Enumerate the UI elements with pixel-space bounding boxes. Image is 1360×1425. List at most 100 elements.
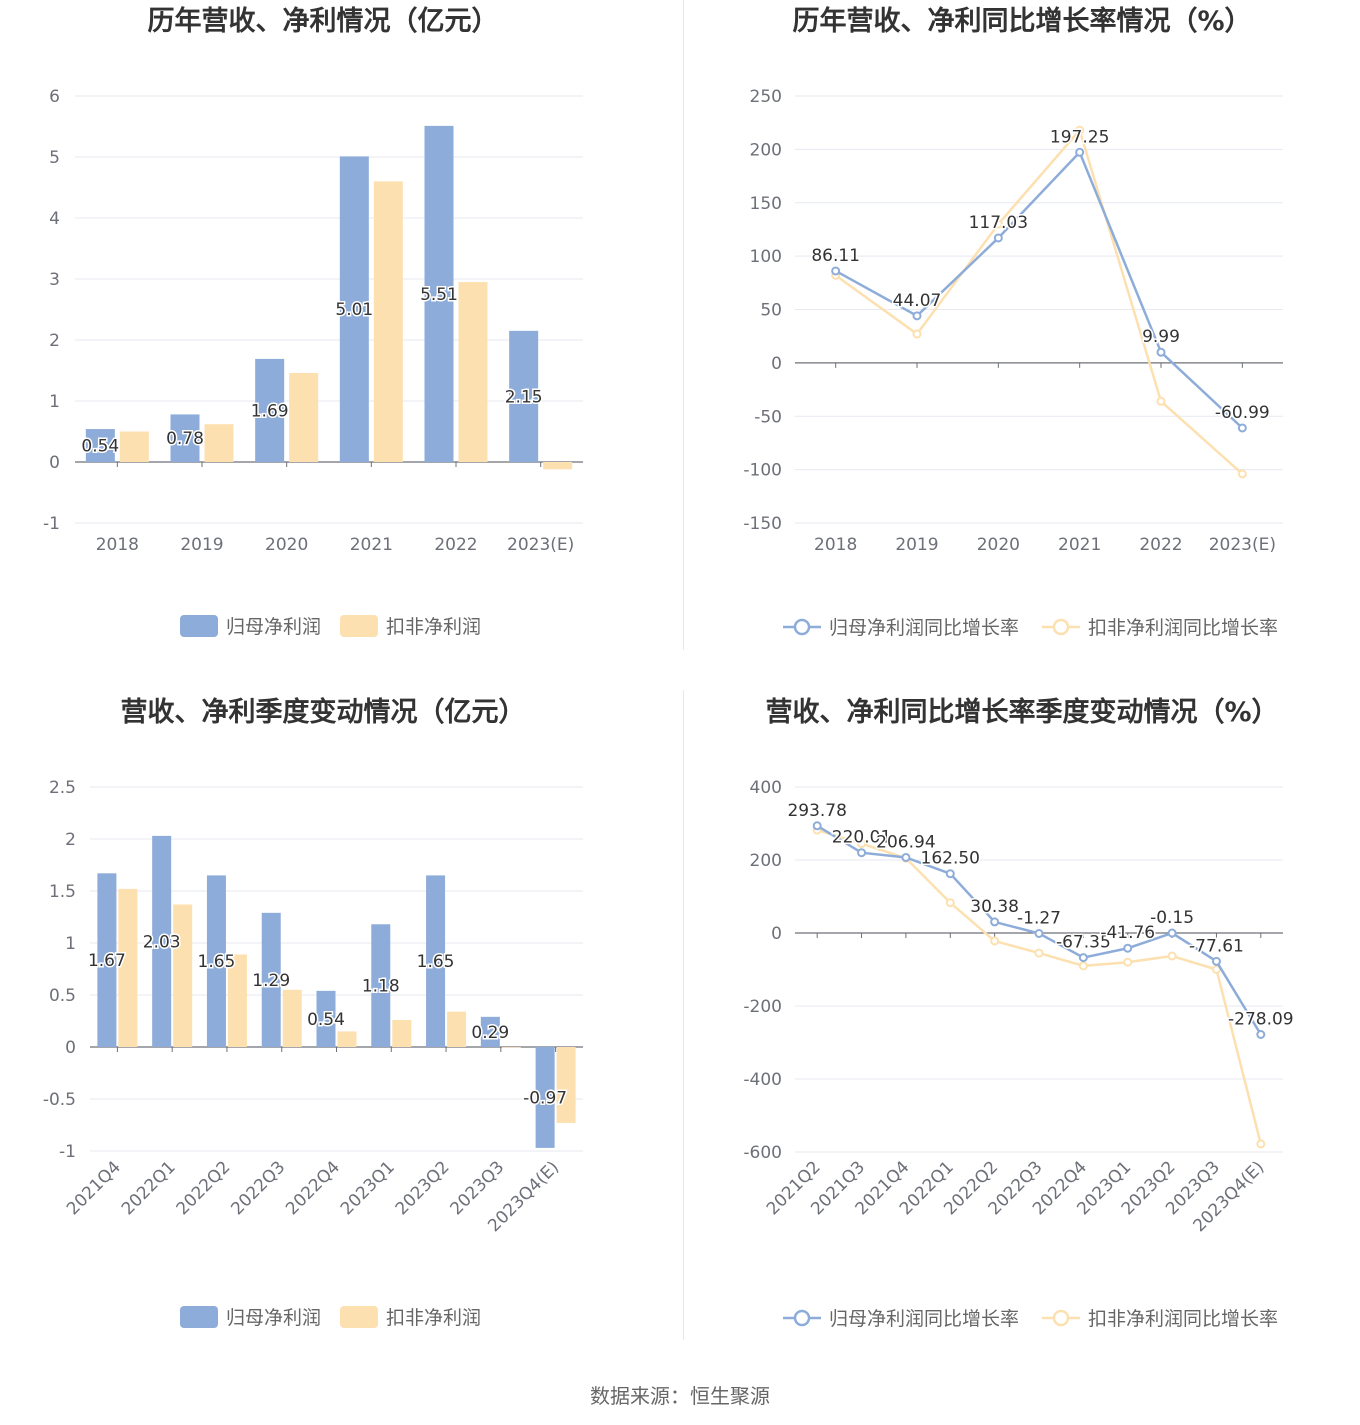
x-tick-label: 2023Q2 <box>392 1157 454 1219</box>
x-tick-label: 2022Q2 <box>173 1157 235 1219</box>
y-tick-label: -200 <box>743 997 782 1017</box>
y-tick-label: 0 <box>65 1038 76 1058</box>
chart-2: 历年营收、净利同比增长率情况（%） -150 -100 -50 0 50 100 150 200… <box>743 5 1283 639</box>
legend-label: 归母净利润同比增长率 <box>829 617 1019 639</box>
legend-marker <box>793 618 811 636</box>
data-label: 1.69 <box>251 401 289 421</box>
y-tick-label: 0.5 <box>49 986 76 1006</box>
line-deducted-growth <box>816 828 1263 1145</box>
x-tick-label: 2021 <box>1058 535 1101 555</box>
line-point <box>1256 1139 1266 1149</box>
x-tick-label: 2020 <box>265 535 308 555</box>
y-tick-label: 5 <box>49 148 60 168</box>
line-point <box>912 311 922 321</box>
data-label: 5.51 <box>420 285 458 305</box>
bar-deducted-net-profit <box>173 904 193 1047</box>
line-point <box>857 848 867 858</box>
y-tick-label: -1 <box>59 1142 76 1162</box>
line-point <box>945 869 955 879</box>
data-source-note: 数据来源：恒生聚源 <box>590 1384 770 1408</box>
data-label: 9.99 <box>1142 327 1180 347</box>
y-tick-label: 0 <box>771 354 782 374</box>
chart-4: 营收、净利同比增长率季度变动情况（%） -600 -400 -200 0 200 400 20… <box>743 696 1295 1330</box>
y-tick-label: 50 <box>760 301 782 321</box>
chart-title: 营收、净利同比增长率季度变动情况（%） <box>765 696 1278 728</box>
data-label: 1.67 <box>88 951 126 971</box>
bar-deducted-net-profit <box>227 954 247 1047</box>
data-label: 1.29 <box>252 971 290 991</box>
data-label: 0.54 <box>307 1010 345 1030</box>
line-point <box>901 852 911 862</box>
y-tick-label: 2.5 <box>49 778 76 798</box>
chart-title: 历年营收、净利同比增长率情况（%） <box>792 5 1251 37</box>
line-point <box>1078 953 1088 963</box>
bar-attributable-net-profit <box>206 875 226 1047</box>
bar-attributable-net-profit <box>85 429 115 462</box>
line-point <box>1034 948 1044 958</box>
y-tick-label: 1 <box>65 934 76 954</box>
legend-marker <box>793 1309 811 1327</box>
x-tick-label: 2022Q1 <box>118 1157 180 1219</box>
data-label: 0.78 <box>166 429 204 449</box>
line-point <box>1156 396 1166 406</box>
bar-deducted-net-profit <box>289 372 319 462</box>
bar-deducted-net-profit <box>119 431 149 462</box>
line-point <box>990 936 1000 946</box>
data-label: 1.65 <box>198 952 236 972</box>
y-tick-label: -0.5 <box>43 1090 76 1110</box>
x-tick-label: 2023(E) <box>1209 535 1276 555</box>
bar-deducted-net-profit <box>543 462 573 470</box>
bar-deducted-net-profit <box>118 888 138 1047</box>
x-tick-label: 2020 <box>977 535 1020 555</box>
vertical-divider-bottom <box>683 690 684 1340</box>
data-label: -60.99 <box>1215 403 1270 423</box>
data-label: -0.15 <box>1150 908 1194 928</box>
line-point <box>1075 147 1085 157</box>
line-deducted-growth <box>834 127 1244 475</box>
x-tick-label: 2019 <box>895 535 938 555</box>
bar-attributable-net-profit <box>152 835 172 1047</box>
line-point <box>945 898 955 908</box>
y-tick-label: -100 <box>743 461 782 481</box>
bar-attributable-net-profit <box>535 1047 555 1148</box>
y-tick-label: -50 <box>754 407 782 427</box>
data-label: -67.35 <box>1056 933 1111 953</box>
x-tick-label: 2022 <box>434 535 477 555</box>
y-tick-label: -1 <box>43 514 60 534</box>
y-tick-label: 200 <box>750 140 782 160</box>
legend-swatch <box>180 615 218 637</box>
data-label: 197.25 <box>1050 127 1109 147</box>
y-tick-label: 1 <box>49 392 60 412</box>
bar-attributable-net-profit <box>371 924 391 1047</box>
legend-label: 扣非净利润 <box>386 1307 481 1329</box>
data-label: 117.03 <box>969 213 1028 233</box>
y-tick-label: 200 <box>750 851 782 871</box>
y-tick-label: 1.5 <box>49 882 76 902</box>
y-tick-label: -150 <box>743 514 782 534</box>
line-point <box>1123 957 1133 967</box>
x-tick-label: 2018 <box>814 535 857 555</box>
chart-3: 营收、净利季度变动情况（亿元）-1-0.500.511.522.52021Q42… <box>43 696 583 1329</box>
bar-attributable-net-profit <box>426 875 446 1047</box>
x-tick-label: 2021 <box>350 535 393 555</box>
bar-attributable-net-profit <box>480 1016 500 1047</box>
y-tick-label: -400 <box>743 1070 782 1090</box>
data-label: -0.97 <box>523 1088 567 1108</box>
line-point <box>1078 961 1088 971</box>
bar-attributable-net-profit <box>316 990 336 1047</box>
bar-attributable-net-profit <box>261 912 281 1047</box>
x-tick-label: 2021Q4 <box>63 1157 125 1219</box>
y-tick-label: -600 <box>743 1143 782 1163</box>
data-label: 2.03 <box>143 932 181 952</box>
bar-deducted-net-profit <box>282 989 302 1047</box>
bar-deducted-net-profit <box>447 1011 467 1047</box>
legend-swatch <box>340 615 378 637</box>
data-label: 0.29 <box>471 1023 509 1043</box>
line-point <box>1237 423 1247 433</box>
line-point <box>1211 956 1221 966</box>
y-tick-label: 0 <box>49 453 60 473</box>
line-point <box>857 839 867 849</box>
y-tick-label: 400 <box>750 778 782 798</box>
legend-swatch <box>340 1306 378 1328</box>
data-label: 30.38 <box>970 897 1019 917</box>
